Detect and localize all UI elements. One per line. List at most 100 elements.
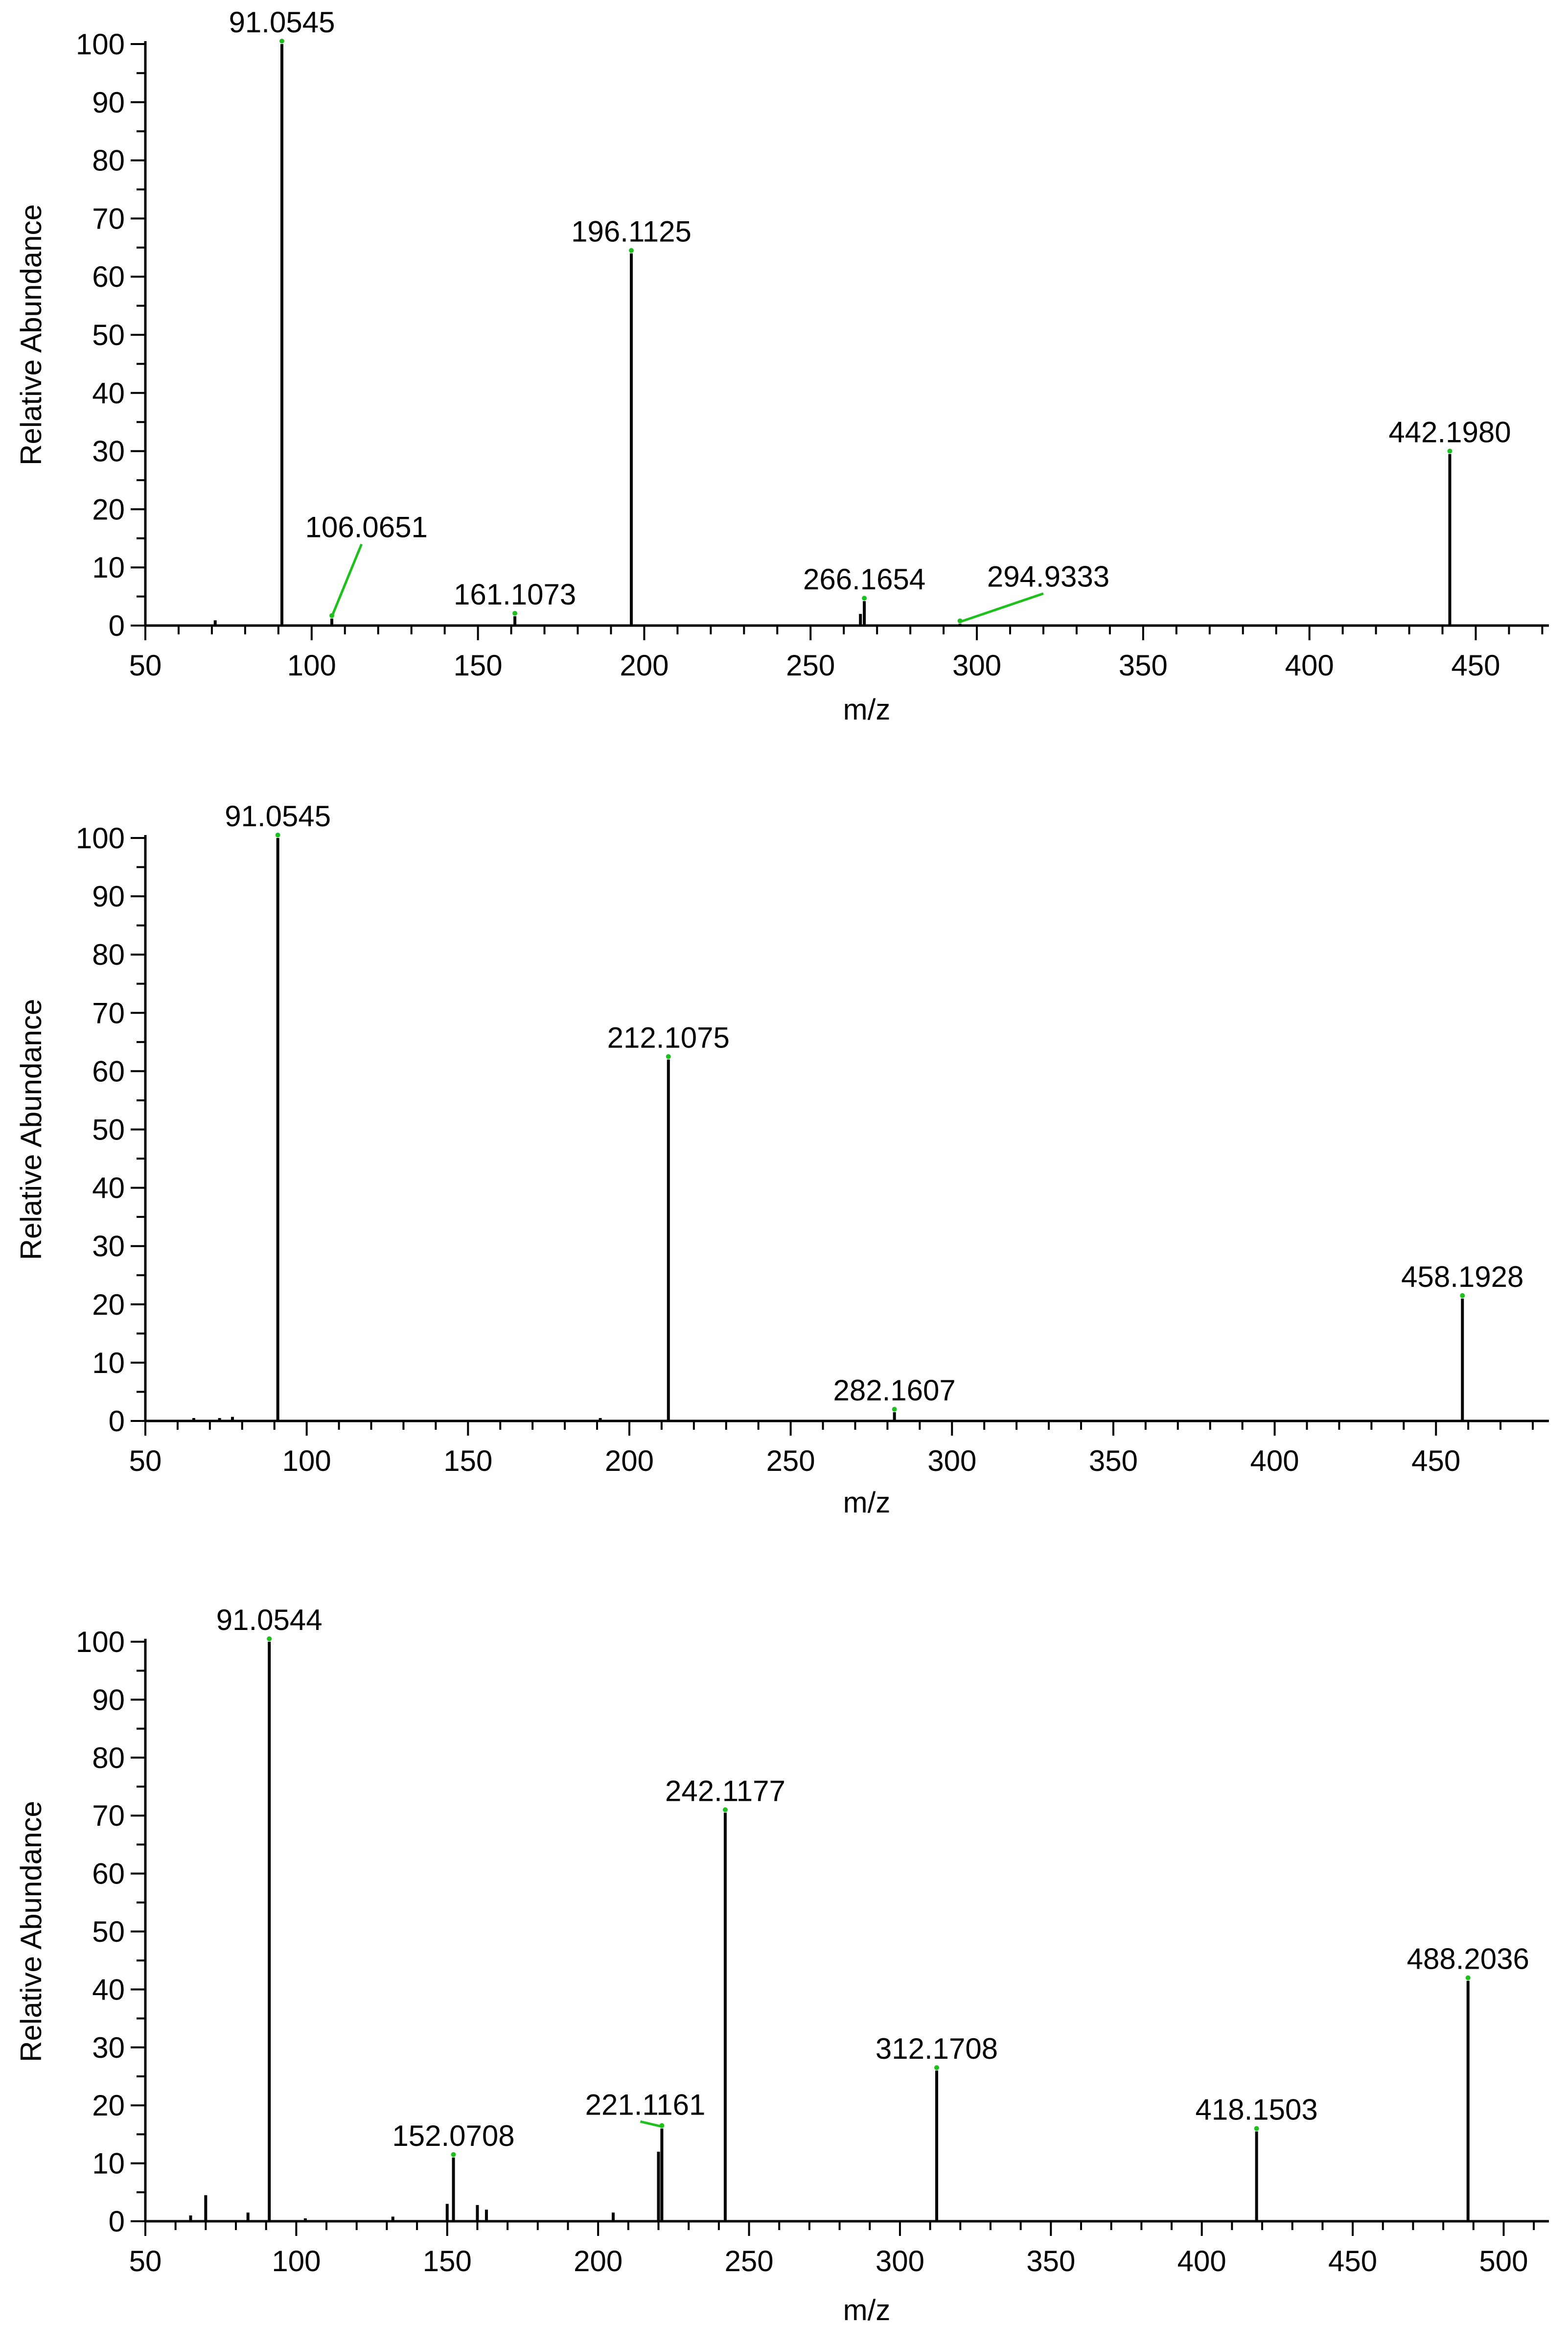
peak-label: 312.1708 <box>876 2032 998 2065</box>
x-tick-label: 400 <box>1285 649 1334 682</box>
peak-label: 161.1073 <box>454 578 576 611</box>
y-tick-label: 20 <box>92 2089 125 2122</box>
x-tick-label: 350 <box>1026 2245 1075 2278</box>
y-tick-label: 60 <box>92 1055 125 1088</box>
x-tick-label: 350 <box>1119 649 1168 682</box>
label-leader-line <box>330 543 363 617</box>
peak-apex-marker <box>629 248 634 253</box>
y-tick-label: 60 <box>92 260 125 293</box>
peak-label: 266.1654 <box>803 563 925 596</box>
y-tick-label: 40 <box>92 1172 125 1205</box>
x-tick-label: 50 <box>129 1444 162 1477</box>
spectrum-panel-3: 0 10 20 30 40 50 60 70 80 90 100 50 100 150 200 250 300 3… <box>15 1604 1549 2326</box>
x-tick-label: 150 <box>454 649 503 682</box>
peak-label: 152.0708 <box>392 2119 514 2152</box>
peak-apex-marker <box>275 833 280 837</box>
peak-label: 282.1607 <box>833 1374 956 1407</box>
y-tick-label: 80 <box>92 1742 125 1774</box>
x-tick-label: 250 <box>786 649 835 682</box>
y-tick-label: 70 <box>92 997 125 1029</box>
x-tick-label: 400 <box>1250 1444 1299 1477</box>
peak-apex-marker <box>512 610 518 616</box>
y-tick-label: 10 <box>92 1347 125 1379</box>
x-tick-label: 450 <box>1328 2245 1377 2278</box>
y-tick-label: 10 <box>92 551 125 584</box>
peak-label: 196.1125 <box>571 215 692 248</box>
peak-label: 294.9333 <box>987 560 1109 593</box>
x-axis-title: m/z <box>843 2294 891 2326</box>
x-tick-label: 300 <box>876 2245 924 2278</box>
y-tick-label: 70 <box>92 202 125 235</box>
peak-label: 91.0545 <box>225 800 331 833</box>
peak-label: 242.1177 <box>665 1774 785 1807</box>
y-tick-label: 70 <box>92 1799 125 1832</box>
y-axis-title: Relative Abundance <box>15 999 47 1260</box>
x-tick-label: 450 <box>1411 1444 1460 1477</box>
x-tick-label: 400 <box>1177 2245 1226 2278</box>
x-tick-label: 100 <box>282 1444 331 1477</box>
peak-label: 212.1075 <box>607 1022 730 1054</box>
x-tick-label: 150 <box>423 2245 472 2278</box>
peak-label: 418.1503 <box>1196 2093 1318 2126</box>
y-tick-label: 50 <box>92 319 125 351</box>
y-tick-label: 0 <box>109 1405 125 1438</box>
spectrum-panel-2: 0 10 20 30 40 50 60 70 80 90 100 50 100 150 200 250 300 3… <box>15 800 1549 1519</box>
x-tick-label: 450 <box>1451 649 1500 682</box>
peak-apex-marker <box>279 39 285 44</box>
x-tick-label: 150 <box>443 1444 492 1477</box>
y-tick-label: 20 <box>92 1288 125 1321</box>
y-tick-label: 100 <box>76 28 125 61</box>
y-tick-label: 30 <box>92 1230 125 1263</box>
label-leader-line <box>959 592 1044 623</box>
y-axis-title: Relative Abundance <box>15 204 47 465</box>
y-tick-label: 90 <box>92 1683 125 1716</box>
peak-label: 91.0545 <box>229 6 335 39</box>
y-tick-label: 100 <box>76 822 125 855</box>
x-tick-label: 250 <box>766 1444 815 1477</box>
peak-apex-marker <box>267 1636 272 1641</box>
x-tick-label: 100 <box>287 649 336 682</box>
x-tick-label: 300 <box>927 1444 976 1477</box>
label-leader-line <box>640 2120 662 2128</box>
peak-apex-marker <box>666 1054 671 1059</box>
y-tick-label: 90 <box>92 880 125 913</box>
x-tick-label: 250 <box>724 2245 773 2278</box>
y-tick-label: 0 <box>109 609 125 642</box>
peak-apex-marker <box>1460 1293 1465 1298</box>
y-tick-label: 50 <box>92 1915 125 1948</box>
y-tick-label: 30 <box>92 435 125 468</box>
y-axis-title: Relative Abundance <box>15 1801 47 2062</box>
peak-apex-marker <box>892 1407 897 1412</box>
peak-label: 91.0544 <box>216 1604 323 1636</box>
y-tick-label: 0 <box>109 2205 125 2238</box>
peak-apex-marker <box>1254 2126 1259 2131</box>
spectrum-panel-1: 0 10 20 30 40 50 60 70 80 90 100 50 100 150 200 250 300 3… <box>15 6 1549 726</box>
x-tick-label: 300 <box>952 649 1001 682</box>
x-tick-label: 200 <box>605 1444 654 1477</box>
peak-label: 458.1928 <box>1401 1260 1523 1293</box>
x-tick-label: 200 <box>574 2245 623 2278</box>
x-tick-label: 500 <box>1479 2245 1528 2278</box>
peak-apex-marker <box>722 1807 728 1813</box>
x-tick-label: 100 <box>272 2245 321 2278</box>
peak-label: 488.2036 <box>1407 1943 1529 1976</box>
y-tick-label: 40 <box>92 1973 125 2006</box>
peak-apex-marker <box>451 2152 456 2157</box>
x-tick-label: 50 <box>129 649 162 682</box>
x-tick-label: 200 <box>620 649 669 682</box>
x-tick-label: 350 <box>1089 1444 1138 1477</box>
y-tick-label: 10 <box>92 2147 125 2180</box>
peak-label: 221.1161 <box>585 2088 706 2121</box>
x-axis-title: m/z <box>843 693 891 726</box>
peak-apex-marker <box>862 596 867 601</box>
y-tick-label: 30 <box>92 2031 125 2064</box>
y-tick-label: 90 <box>92 86 125 119</box>
y-tick-label: 80 <box>92 144 125 177</box>
peak-apex-marker <box>1465 1975 1471 1980</box>
x-axis-title: m/z <box>843 1486 891 1519</box>
y-tick-label: 80 <box>92 938 125 971</box>
peak-label: 106.0651 <box>305 511 428 544</box>
peak-apex-marker <box>934 2065 940 2070</box>
y-tick-label: 20 <box>92 493 125 526</box>
